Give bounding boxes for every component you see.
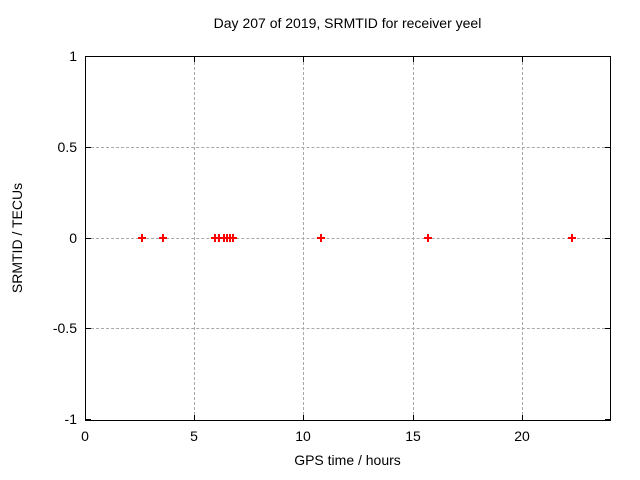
y-gridline bbox=[86, 328, 610, 329]
x-tick-label: 20 bbox=[514, 428, 530, 444]
x-axis-title: GPS time / hours bbox=[294, 452, 401, 468]
y-tick-right bbox=[605, 419, 610, 420]
y-tick-right bbox=[605, 328, 610, 329]
x-tick-top bbox=[413, 57, 414, 62]
data-point-marker bbox=[215, 234, 223, 242]
y-tick-right bbox=[605, 238, 610, 239]
x-tick-top bbox=[194, 57, 195, 62]
data-point-marker bbox=[159, 234, 167, 242]
y-tick-left bbox=[86, 147, 91, 148]
data-point-marker bbox=[317, 234, 325, 242]
y-tick-right bbox=[605, 147, 610, 148]
y-tick-label: 1 bbox=[69, 48, 77, 64]
data-point-marker bbox=[424, 234, 432, 242]
data-point-marker bbox=[568, 234, 576, 242]
y-tick-left bbox=[86, 238, 91, 239]
y-tick-label: 0.5 bbox=[57, 139, 77, 155]
data-point-marker bbox=[138, 234, 146, 242]
x-tick-label: 5 bbox=[190, 428, 198, 444]
chart-title: Day 207 of 2019, SRMTID for receiver yee… bbox=[213, 15, 482, 31]
y-tick-left bbox=[86, 328, 91, 329]
x-tick-top bbox=[522, 57, 523, 62]
y-tick-label: 0 bbox=[69, 230, 77, 246]
data-point-marker bbox=[229, 234, 237, 242]
y-gridline bbox=[86, 147, 610, 148]
x-tick-label: 10 bbox=[295, 428, 311, 444]
x-tick-bottom bbox=[194, 415, 195, 420]
y-gridline bbox=[86, 238, 610, 239]
plot-area bbox=[85, 56, 611, 421]
x-tick-top bbox=[303, 57, 304, 62]
x-tick-bottom bbox=[85, 415, 86, 420]
x-tick-bottom bbox=[522, 415, 523, 420]
x-tick-bottom bbox=[413, 415, 414, 420]
x-tick-bottom bbox=[303, 415, 304, 420]
x-tick-label: 0 bbox=[81, 428, 89, 444]
x-tick-label: 15 bbox=[405, 428, 421, 444]
y-axis-title: SRMTID / TECUs bbox=[9, 182, 25, 294]
x-tick-top bbox=[85, 57, 86, 62]
y-tick-left bbox=[86, 56, 91, 57]
y-tick-label: -1 bbox=[64, 411, 77, 427]
y-tick-right bbox=[605, 56, 610, 57]
y-tick-label: -0.5 bbox=[52, 320, 77, 336]
y-tick-left bbox=[86, 419, 91, 420]
